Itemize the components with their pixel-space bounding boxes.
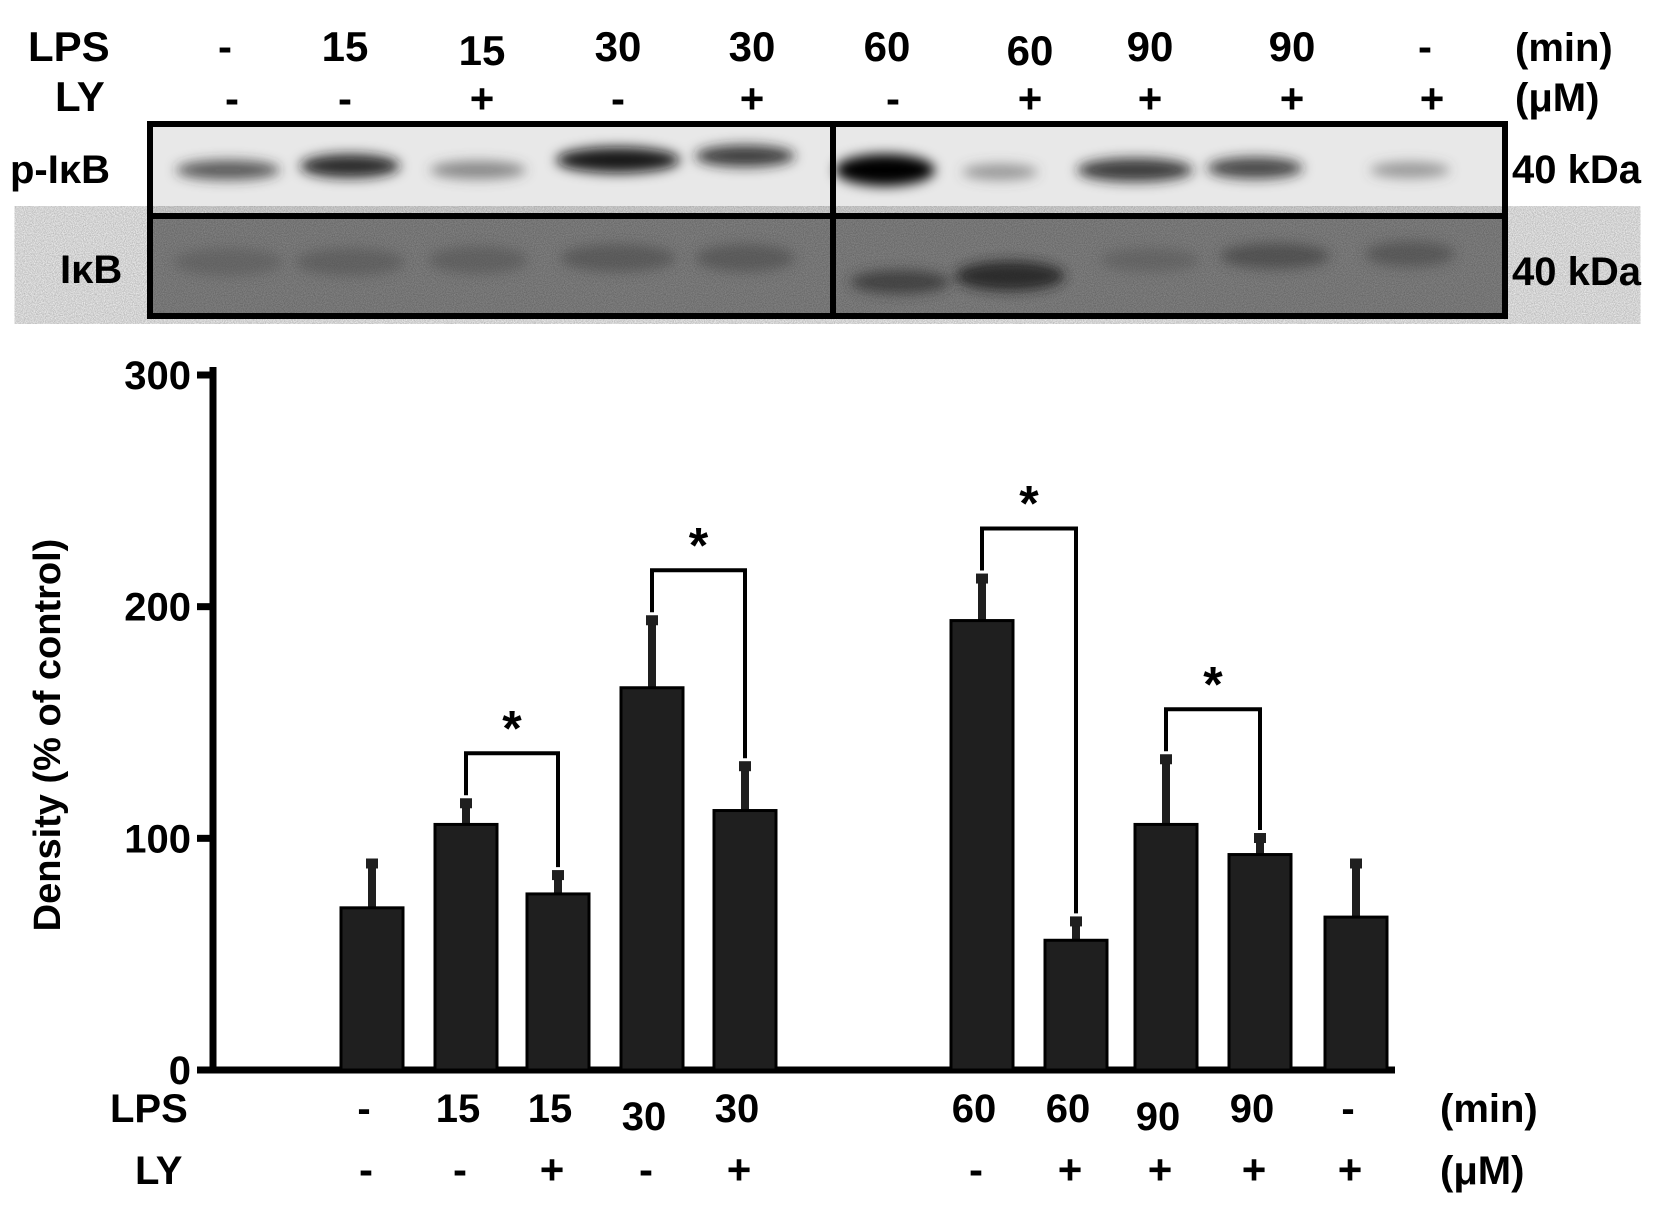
error-cap-6	[976, 573, 988, 584]
blot-lps-lane-4: 30	[594, 23, 642, 70]
bar-2	[433, 822, 499, 1072]
y-tick-label-300: 300	[124, 354, 191, 398]
blot-lps-label: LPS	[28, 23, 110, 70]
blot-lps-lane-6: 60	[863, 23, 911, 70]
blot-lps-unit: (min)	[1515, 26, 1613, 70]
significance-bracket-4	[1164, 707, 1262, 831]
error-cap-2	[460, 798, 472, 809]
x-ly-value-1: -	[359, 1146, 373, 1193]
western-blot-image	[147, 121, 1508, 319]
blot-ly-lane-7: +	[1017, 75, 1043, 122]
error-cap-7	[1070, 916, 1082, 927]
blot-ly-lane-6: -	[886, 75, 900, 122]
blot-ly-lane-9: +	[1279, 75, 1305, 122]
blot-ly-label: LY	[55, 73, 105, 120]
blot-lps-lane-7: 60	[1006, 27, 1054, 74]
x-ly-value-4: -	[639, 1146, 653, 1193]
x-ly-value-5: +	[727, 1146, 752, 1193]
blot-ly-lane-5: +	[739, 75, 765, 122]
x-lps-value-5: 30	[715, 1087, 760, 1131]
blot-ly-lane-1: -	[225, 75, 239, 122]
error-cap-3	[552, 870, 564, 881]
x-lps-value-2: 15	[436, 1087, 481, 1131]
error-cap-5	[739, 761, 751, 772]
blot-lps-lane-2: 15	[321, 23, 369, 70]
bar-10	[1323, 915, 1389, 1072]
blot-ly-lane-4: -	[611, 75, 625, 122]
y-axis-title: Density (% of control)	[27, 539, 69, 932]
significance-star-2: *	[689, 517, 709, 573]
x-lps-value-8: 90	[1136, 1095, 1181, 1139]
bar-7	[1043, 938, 1109, 1072]
x-lps-value-9: 90	[1230, 1087, 1275, 1131]
blot-ly-unit: (μM)	[1515, 76, 1600, 120]
blot-ly-lane-2: -	[338, 75, 352, 122]
error-cap-8	[1160, 754, 1172, 765]
band-mw-ikb: 40 kDa	[1512, 250, 1641, 294]
blot-lps-lane-9: 90	[1268, 23, 1316, 70]
significance-bracket-3	[980, 526, 1078, 914]
bar-3	[525, 892, 591, 1072]
x-condition-labels: LPS LY (min) (μM) - - 15 - 15 +30 - 30 +60 - 60 +90 +90 +…	[110, 1087, 1538, 1193]
significance-bracket-1	[464, 751, 560, 868]
x-lps-value-10: -	[1341, 1087, 1354, 1131]
bar-1	[339, 906, 405, 1072]
x-ly-value-3: +	[540, 1146, 565, 1193]
blot-ly-lane-3: +	[469, 75, 495, 122]
x-lps-unit: (min)	[1440, 1087, 1538, 1131]
bar-5	[712, 809, 778, 1072]
band-label-p-ikb: p-IκB	[10, 148, 111, 192]
y-tick-label-100: 100	[124, 817, 191, 861]
band-mw-p-ikb: 40 kDa	[1512, 148, 1641, 192]
blot-lps-lane-8: 90	[1126, 23, 1174, 70]
significance-brackets: * * * *	[464, 476, 1262, 914]
x-ly-value-9: +	[1242, 1146, 1267, 1193]
error-cap-4	[646, 615, 658, 626]
bar-chart: 0 100 200 300 * * * * LPS LY (min) (μM) - - 15 - 15 +30…	[27, 354, 1538, 1193]
x-ly-label: LY	[135, 1149, 183, 1193]
x-lps-value-1: -	[357, 1087, 370, 1131]
blot-ly-lane-8: +	[1137, 75, 1163, 122]
x-ly-value-8: +	[1148, 1146, 1173, 1193]
x-lps-label: LPS	[110, 1087, 188, 1131]
y-tick-label-0: 0	[169, 1049, 191, 1093]
blot-lps-lane-5: 30	[728, 23, 776, 70]
error-cap-1	[366, 858, 378, 869]
error-cap-9	[1254, 833, 1266, 844]
bar-6	[949, 619, 1015, 1072]
ikb-bands	[173, 241, 1455, 294]
x-lps-value-3: 15	[528, 1087, 573, 1131]
chart-bars	[339, 573, 1389, 1072]
x-ly-value-2: -	[453, 1146, 467, 1193]
bar-8	[1133, 822, 1199, 1072]
p-ikb-bands	[176, 145, 1450, 186]
x-lps-value-7: 60	[1046, 1087, 1091, 1131]
band-label-ikb: IκB	[60, 248, 123, 292]
x-ly-value-10: +	[1338, 1146, 1363, 1193]
x-ly-value-6: -	[969, 1146, 983, 1193]
significance-star-4: *	[1203, 656, 1223, 712]
blot-lps-lane-1: -	[218, 23, 232, 70]
blot-lps-lane-10: -	[1418, 23, 1432, 70]
significance-bracket-2	[650, 568, 747, 759]
y-tick-label-200: 200	[124, 586, 191, 630]
significance-star-1: *	[502, 700, 522, 756]
bar-9	[1227, 853, 1293, 1072]
x-lps-value-4: 30	[622, 1095, 667, 1139]
x-ly-unit: (μM)	[1440, 1149, 1524, 1193]
x-lps-value-6: 60	[952, 1087, 997, 1131]
error-cap-10	[1350, 858, 1362, 869]
bar-4	[619, 686, 685, 1072]
x-ly-value-7: +	[1058, 1146, 1083, 1193]
significance-star-3: *	[1019, 476, 1039, 532]
blot-lps-lane-3: 15	[458, 27, 506, 74]
blot-ly-lane-10: +	[1419, 75, 1445, 122]
